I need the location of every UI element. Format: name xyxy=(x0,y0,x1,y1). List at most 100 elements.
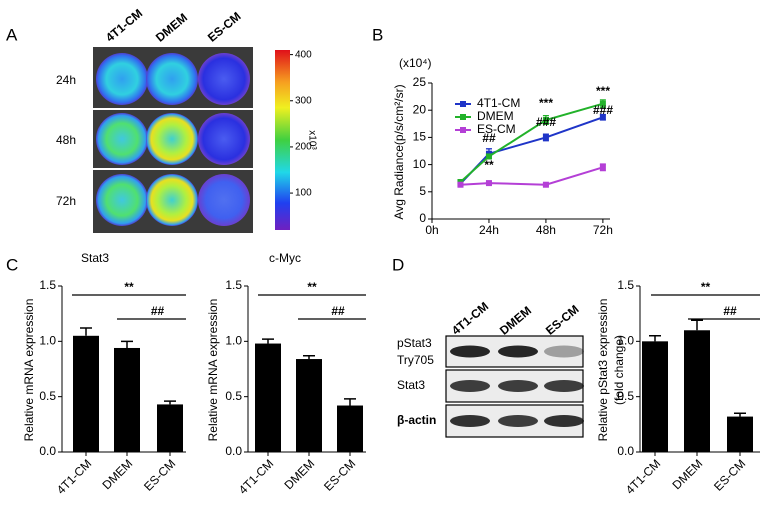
colorbar-tick-label: 100 xyxy=(295,188,312,199)
colorbar-tick-label: 200 xyxy=(295,142,312,153)
legend-marker xyxy=(460,127,466,133)
point xyxy=(457,181,464,188)
row-label: 24h xyxy=(56,73,76,87)
significance-label: ## xyxy=(331,304,345,318)
chart-title: Stat3 xyxy=(81,251,109,265)
bar xyxy=(684,330,710,452)
panel-label: D xyxy=(392,255,404,274)
annotation: ## xyxy=(482,131,496,145)
bar xyxy=(73,335,99,452)
error-bar xyxy=(734,412,746,417)
blot-band xyxy=(450,415,490,427)
blot-band xyxy=(544,380,584,392)
y-tick-label: 1.0 xyxy=(225,334,242,348)
well xyxy=(198,53,250,105)
annotation: ### xyxy=(536,115,556,129)
annotation: ### xyxy=(593,103,613,117)
error-bar xyxy=(691,319,703,331)
y-axis-label: Relative pStat3 expression xyxy=(596,299,610,442)
blot-row-label: Stat3 xyxy=(397,378,425,392)
legend-label: 4T1-CM xyxy=(477,96,520,110)
colorbar-tick-label: 300 xyxy=(295,95,312,106)
y-axis-label: Avg Radiance(p/s/cm²/sr) xyxy=(392,84,406,219)
y-tick-label: 0.5 xyxy=(39,389,56,403)
bar xyxy=(727,416,753,452)
bar xyxy=(114,347,140,452)
column-label: ES-CM xyxy=(205,9,244,45)
row-label: 72h xyxy=(56,194,76,208)
lane-label: ES-CM xyxy=(543,302,582,338)
significance-label: ## xyxy=(723,304,737,318)
y-axis-label: Relative mRNA expression xyxy=(206,299,220,442)
y-tick-label: 0 xyxy=(419,211,426,225)
panel-label: A xyxy=(6,25,18,44)
legend-marker xyxy=(460,114,466,120)
y-tick-label: 0.5 xyxy=(225,389,242,403)
series-line xyxy=(460,166,604,186)
x-tick-label: 48h xyxy=(536,223,556,237)
column-label: 4T1-CM xyxy=(103,6,145,45)
series-line xyxy=(459,102,604,183)
lane-label: DMEM xyxy=(497,303,534,337)
well xyxy=(96,174,148,226)
error-bar xyxy=(121,340,133,348)
y-tick-label: 5 xyxy=(419,184,426,198)
significance-label: ** xyxy=(124,280,134,294)
y-tick-label: 1.0 xyxy=(39,334,56,348)
annotation: *** xyxy=(539,96,553,110)
point xyxy=(485,153,492,160)
significance-label: ## xyxy=(151,304,165,318)
error-bar xyxy=(262,338,274,344)
annotation: ** xyxy=(484,158,494,172)
y-unit-label: (x10⁴) xyxy=(399,56,432,70)
colorbar-label: x10³ xyxy=(306,130,317,150)
column-label: DMEM xyxy=(153,10,190,44)
blot-band xyxy=(544,415,584,427)
blot-band xyxy=(498,380,538,392)
error-bar xyxy=(344,398,356,406)
blot-band xyxy=(450,345,490,358)
y-tick-label: 20 xyxy=(413,102,427,116)
x-tick-label: 4T1-CM xyxy=(623,456,664,497)
x-tick-label: ES-CM xyxy=(141,456,178,493)
point xyxy=(542,134,549,141)
x-tick-label: ES-CM xyxy=(321,456,358,493)
well xyxy=(146,53,198,105)
x-tick-label: 4T1-CM xyxy=(236,456,277,497)
x-tick-label: DMEM xyxy=(670,456,706,492)
well xyxy=(146,174,198,226)
x-tick-label: 24h xyxy=(479,223,499,237)
point xyxy=(485,180,492,187)
y-tick-label: 10 xyxy=(413,157,427,171)
error-bar xyxy=(303,354,315,360)
blot-row-label: Try705 xyxy=(397,353,434,367)
y-tick-label: 0.5 xyxy=(617,389,634,403)
panel-label: C xyxy=(6,255,18,274)
y-tick-label: 1.5 xyxy=(617,278,634,292)
bar xyxy=(642,341,668,452)
blot-band xyxy=(498,415,538,427)
y-tick-label: 1.5 xyxy=(225,278,242,292)
point xyxy=(599,114,606,121)
error-bar xyxy=(164,400,176,405)
significance-label: ** xyxy=(701,280,711,294)
y-tick-label: 1.0 xyxy=(617,334,634,348)
y-axis-label: (fold change) xyxy=(612,335,626,405)
colorbar-tick-label: 400 xyxy=(295,49,312,60)
row-label: 48h xyxy=(56,133,76,147)
colorbar xyxy=(275,50,290,230)
lane-label: 4T1-CM xyxy=(449,299,491,338)
error-bar xyxy=(649,335,661,342)
bar xyxy=(296,359,322,452)
x-tick-label: 72h xyxy=(593,223,613,237)
blot-band xyxy=(450,380,490,392)
annotation: *** xyxy=(596,84,610,98)
point xyxy=(599,100,606,107)
chart-title: c-Myc xyxy=(269,251,301,265)
error-bar xyxy=(80,327,92,336)
well xyxy=(96,113,148,165)
blot-band xyxy=(544,345,584,358)
blot-band xyxy=(498,345,538,358)
